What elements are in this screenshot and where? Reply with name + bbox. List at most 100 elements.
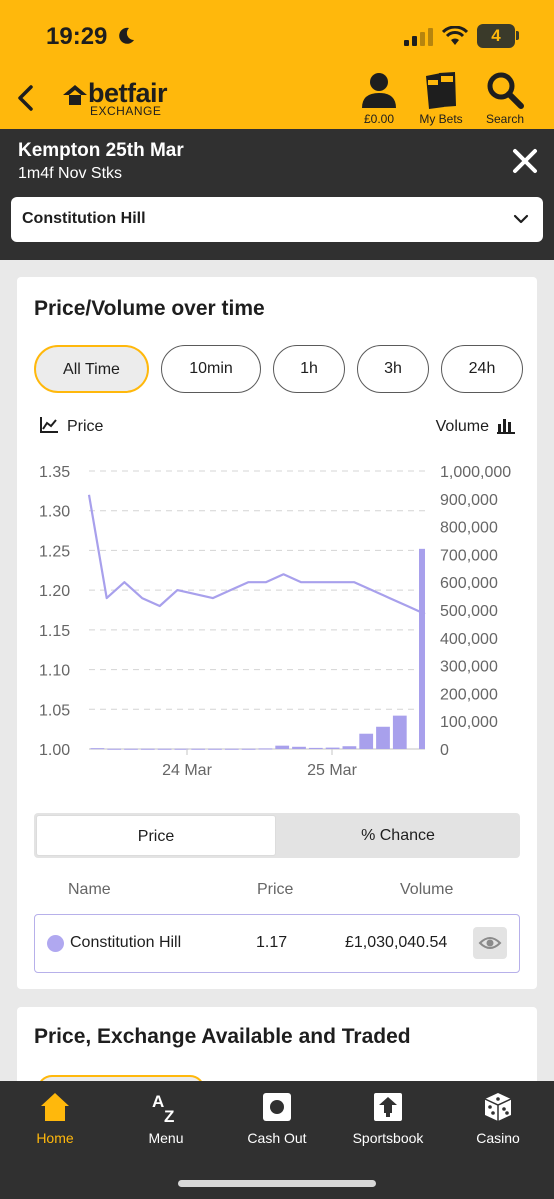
- volume-bar: [376, 726, 390, 749]
- search-icon: [487, 72, 524, 109]
- toggle-percent-chance[interactable]: % Chance: [361, 827, 435, 844]
- range-all-time[interactable]: All Time: [34, 345, 149, 393]
- volume-tick-label: 200,000: [440, 686, 498, 703]
- price-tick-label: 1.30: [39, 504, 70, 521]
- account-icon: [362, 73, 396, 108]
- bottom-tab-bar: Home A Z Menu Cash Out Sportsbook: [0, 1081, 554, 1199]
- volume-bar: [107, 748, 122, 750]
- svg-text:A: A: [152, 1092, 164, 1111]
- volume-bar: [292, 746, 306, 749]
- battery-icon: 4: [477, 24, 515, 48]
- account-button[interactable]: £0.00: [349, 70, 409, 126]
- tab-menu-label: Menu: [148, 1130, 184, 1146]
- logo-word: betfair: [88, 78, 168, 108]
- close-icon[interactable]: [511, 147, 539, 175]
- volume-bar: [191, 748, 206, 750]
- range-10min[interactable]: 10min: [161, 345, 261, 393]
- volume-bar: [308, 747, 323, 749]
- price-tick-label: 1.05: [39, 702, 70, 719]
- cash-out-icon: [263, 1093, 291, 1121]
- betfair-logo-mark-icon: [63, 85, 87, 105]
- toggle-price[interactable]: Price: [36, 815, 276, 856]
- volume-bar: [241, 748, 256, 750]
- volume-tick-label: 700,000: [440, 547, 498, 564]
- header-name: Name: [68, 881, 111, 898]
- toggle-visibility-button[interactable]: [473, 927, 507, 959]
- volume-tick-label: 500,000: [440, 603, 498, 620]
- runner-dropdown-value: Constitution Hill: [22, 210, 146, 227]
- volume-bar: [140, 748, 155, 750]
- search-label: Search: [485, 112, 525, 126]
- tab-menu[interactable]: A Z Menu: [111, 1091, 221, 1146]
- tab-sportsbook[interactable]: Sportsbook: [333, 1091, 443, 1146]
- range-24h[interactable]: 24h: [441, 345, 523, 393]
- back-button[interactable]: [12, 82, 40, 114]
- app-header: 19:29 4 betfair EXCHANGE £0.00: [0, 0, 554, 129]
- volume-tick-label: 400,000: [440, 631, 498, 648]
- volume-tick-label: 0: [440, 742, 449, 759]
- price-chance-toggle: Price % Chance: [34, 813, 520, 858]
- legend-price: Price: [39, 416, 103, 436]
- signal-icon: [404, 28, 433, 46]
- bar-chart-icon: [497, 419, 515, 434]
- volume-bar: [174, 748, 189, 750]
- tab-sportsbook-label: Sportsbook: [352, 1130, 424, 1146]
- tab-home[interactable]: Home: [0, 1091, 110, 1146]
- x-tick-label: 25 Mar: [307, 762, 357, 779]
- legend-volume-label: Volume: [435, 418, 489, 435]
- price-tick-label: 1.00: [39, 742, 70, 759]
- volume-tick-label: 900,000: [440, 492, 498, 509]
- price-volume-card: Price/Volume over time All Time 10min 1h…: [17, 277, 537, 989]
- search-button[interactable]: Search: [475, 70, 535, 126]
- legend-volume: Volume: [436, 416, 515, 436]
- tab-cash-out[interactable]: Cash Out: [222, 1091, 332, 1146]
- volume-tick-label: 600,000: [440, 575, 498, 592]
- moon-icon: [119, 27, 134, 44]
- wifi-icon: [442, 26, 468, 45]
- event-bar: Kempton 25th Mar 1m4f Nov Stks Constitut…: [0, 129, 554, 260]
- price-line: [87, 494, 426, 616]
- battery-level: 4: [491, 26, 501, 45]
- price-tick-label: 1.15: [39, 623, 70, 640]
- betfair-logo[interactable]: betfair EXCHANGE: [62, 78, 178, 120]
- runner-row[interactable]: Constitution Hill 1.17 £1,030,040.54: [34, 914, 520, 973]
- runner-dropdown[interactable]: Constitution Hill: [11, 197, 543, 242]
- svg-text:Z: Z: [164, 1107, 174, 1123]
- price-tick-label: 1.10: [39, 663, 70, 680]
- event-title: Kempton 25th Mar: [18, 140, 184, 161]
- volume-tick-label: 1,000,000: [440, 464, 511, 481]
- legend-price-label: Price: [67, 418, 104, 435]
- volume-bar: [124, 748, 138, 750]
- status-time: 19:29: [46, 23, 108, 50]
- volume-tick-label: 100,000: [440, 714, 498, 731]
- volume-bar: [359, 733, 374, 749]
- my-bets-label: My Bets: [419, 112, 463, 126]
- range-3h[interactable]: 3h: [357, 345, 429, 393]
- x-tick-label: 24 Mar: [162, 762, 212, 779]
- range-1h[interactable]: 1h: [273, 345, 345, 393]
- runner-name: Constitution Hill: [70, 934, 182, 951]
- eye-icon: [478, 937, 502, 949]
- runner-price: 1.17: [256, 934, 288, 951]
- volume-bar: [392, 715, 407, 749]
- my-bets-icon: [426, 72, 456, 109]
- runner-volume: £1,030,040.54: [345, 934, 448, 951]
- tab-cash-out-label: Cash Out: [247, 1130, 307, 1146]
- price-volume-chart: 1.35 1.30 1.25 1.20 1.15 1.10 1.05 1.00 1,000,00…: [39, 464, 511, 779]
- casino-dice-icon: [484, 1093, 512, 1121]
- volume-bar: [275, 745, 290, 749]
- price-tick-label: 1.20: [39, 583, 70, 600]
- volume-tick-label: 800,000: [440, 520, 498, 537]
- header-volume: Volume: [400, 881, 454, 898]
- volume-bar: [419, 548, 425, 749]
- header-price: Price: [257, 881, 294, 898]
- price-tick-label: 1.35: [39, 464, 70, 481]
- volume-bar: [208, 748, 222, 750]
- my-bets-button[interactable]: My Bets: [411, 70, 471, 126]
- event-subtitle: 1m4f Nov Stks: [18, 165, 123, 182]
- tab-casino-label: Casino: [476, 1130, 520, 1146]
- battery-tip: [516, 31, 519, 40]
- tab-home-label: Home: [36, 1130, 74, 1146]
- volume-bar: [157, 748, 172, 750]
- tab-casino[interactable]: Casino: [443, 1091, 553, 1146]
